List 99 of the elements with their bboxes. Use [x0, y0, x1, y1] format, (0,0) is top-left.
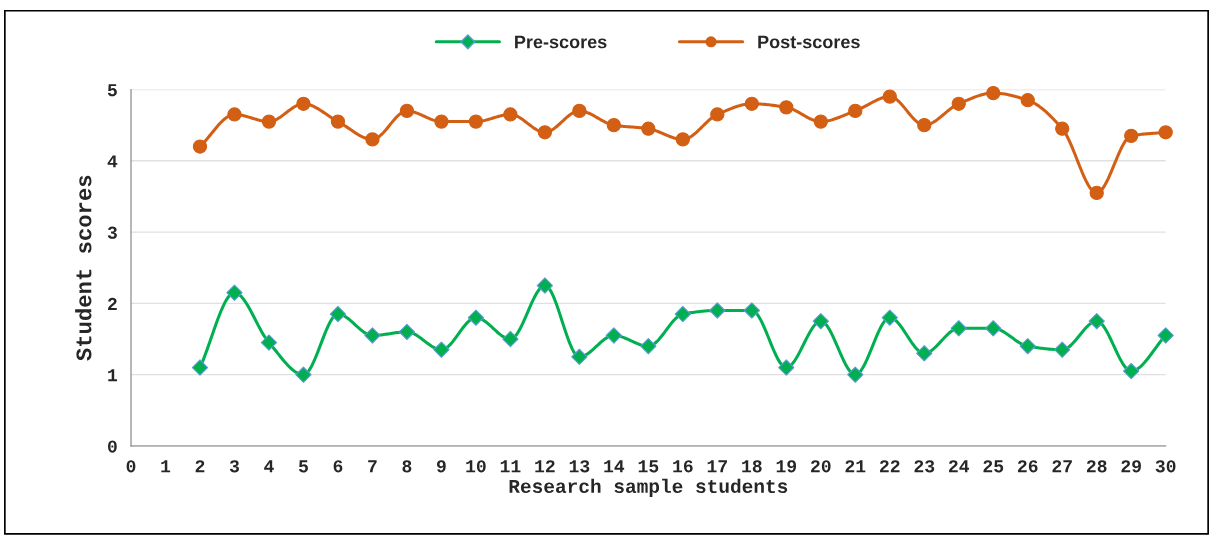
- point: [675, 132, 690, 147]
- point: [640, 337, 657, 355]
- point: [674, 305, 691, 323]
- x-tick-label: 22: [880, 460, 900, 473]
- point: [743, 302, 760, 319]
- point: [260, 334, 278, 351]
- point: [709, 302, 726, 319]
- point: [812, 313, 829, 330]
- x-tick-label: 6: [333, 460, 343, 473]
- point: [296, 96, 311, 111]
- y-tick-label: 1: [108, 369, 118, 382]
- x-tick-label: 18: [742, 460, 762, 473]
- point: [503, 107, 518, 122]
- point: [882, 89, 897, 104]
- point: [779, 100, 794, 115]
- x-tick-label: 0: [126, 460, 136, 473]
- point: [571, 348, 588, 366]
- x-tick-label: 21: [845, 460, 866, 473]
- point: [847, 366, 864, 383]
- point: [329, 305, 347, 323]
- point: [848, 103, 863, 119]
- point: [227, 107, 242, 122]
- x-tick-label: 4: [264, 460, 274, 473]
- point: [537, 125, 553, 140]
- point: [261, 114, 277, 129]
- x-tick-label: 24: [949, 460, 970, 473]
- legend-label: Post-scores: [758, 35, 860, 49]
- point: [778, 359, 795, 376]
- point: [364, 327, 381, 344]
- x-tick-label: 11: [500, 460, 521, 473]
- point: [1158, 125, 1173, 140]
- point: [917, 118, 932, 133]
- point: [813, 114, 828, 129]
- x-tick-label: 10: [466, 460, 486, 473]
- point: [467, 309, 485, 326]
- x-axis-title: Research sample students: [509, 478, 788, 497]
- point: [1019, 337, 1036, 355]
- point: [1054, 341, 1071, 358]
- point: [330, 114, 346, 129]
- y-tick-label: 4: [107, 155, 118, 168]
- point: [1157, 327, 1174, 344]
- point: [536, 277, 554, 294]
- point: [468, 114, 484, 129]
- point: [986, 85, 1001, 101]
- x-tick-label: 25: [983, 460, 1004, 473]
- point: [1055, 121, 1070, 136]
- x-tick-label: 9: [437, 460, 446, 473]
- legend-label: Pre-scores: [515, 35, 607, 49]
- x-tick-label: 23: [914, 460, 935, 473]
- x-tick-label: 15: [638, 460, 659, 473]
- x-tick-label: 30: [1155, 460, 1176, 473]
- point: [1020, 93, 1035, 108]
- point: [1089, 185, 1104, 201]
- y-axis-title: Student scores: [75, 175, 92, 361]
- y-tick-label: 5: [107, 84, 117, 97]
- point: [744, 96, 759, 111]
- point: [226, 284, 243, 301]
- x-tick-label: 29: [1121, 460, 1141, 473]
- point: [951, 96, 966, 111]
- point: [399, 103, 415, 119]
- point: [1123, 362, 1140, 380]
- point: [192, 139, 208, 154]
- x-tick-label: 8: [402, 460, 412, 473]
- point: [365, 132, 380, 147]
- point: [606, 118, 622, 133]
- x-tick-label: 17: [707, 460, 727, 473]
- point: [433, 341, 450, 358]
- x-tick-label: 20: [811, 460, 831, 473]
- point: [1088, 313, 1105, 330]
- x-tick-label: 26: [1017, 460, 1038, 473]
- point: [398, 323, 416, 341]
- y-tick-label: 0: [108, 440, 117, 453]
- point: [985, 320, 1002, 337]
- point: [881, 309, 898, 326]
- x-tick-label: 13: [569, 460, 590, 473]
- point: [1124, 128, 1139, 143]
- x-tick-label: 27: [1052, 460, 1072, 473]
- x-tick-label: 1: [161, 460, 171, 473]
- x-tick-label: 3: [229, 460, 239, 473]
- point: [605, 327, 623, 344]
- point: [641, 121, 656, 136]
- point: [295, 366, 312, 383]
- x-tick-label: 2: [195, 460, 205, 473]
- y-tick-label: 3: [107, 226, 117, 239]
- x-tick-label: 7: [368, 460, 377, 473]
- x-tick-label: 19: [776, 460, 797, 473]
- x-tick-label: 12: [535, 460, 555, 473]
- point: [191, 359, 209, 376]
- x-tick-label: 16: [673, 460, 693, 473]
- point: [710, 107, 725, 122]
- point: [434, 114, 449, 129]
- x-tick-label: 14: [604, 460, 625, 473]
- x-tick-label: 5: [298, 460, 308, 473]
- x-tick-label: 28: [1086, 460, 1107, 473]
- point: [502, 330, 519, 348]
- point: [916, 345, 933, 362]
- point: [572, 103, 587, 119]
- y-tick-label: 2: [108, 297, 117, 310]
- point: [950, 320, 967, 337]
